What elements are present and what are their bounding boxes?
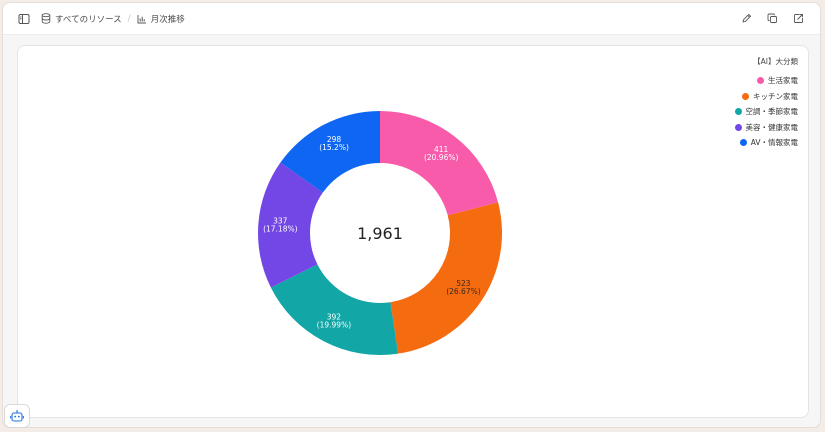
legend-label: キッチン家電 [753, 91, 798, 101]
slice-percent-label: (15.2%) [319, 143, 349, 152]
legend-label: 空調・季節家電 [745, 107, 799, 117]
chart-legend: 【AI】大分類 生活家電キッチン家電空調・季節家電 美容・健康家電 AV・情報家電 [734, 56, 799, 151]
sidebar-panel-icon[interactable] [15, 10, 33, 28]
slice-value-label: 392 [327, 313, 342, 322]
legend-title: 【AI】大分類 [753, 57, 798, 66]
copy-icon[interactable] [762, 9, 782, 29]
breadcrumb-all-resources[interactable]: すべてのリソース [41, 13, 122, 25]
legend-item[interactable]: 美容・健康家電 [734, 120, 799, 136]
legend-swatch [734, 108, 742, 116]
slice-percent-label: (17.18%) [263, 224, 298, 233]
legend-item[interactable]: 生活家電 [735, 73, 798, 89]
donut-slice[interactable] [390, 202, 502, 354]
legend-swatch [739, 139, 747, 147]
slice-value-label: 337 [273, 216, 288, 225]
donut-slice[interactable] [270, 264, 399, 355]
donut-center-total: 1,961 [357, 224, 403, 243]
slice-value-label: 298 [327, 135, 342, 144]
breadcrumb-resources-label: すべてのリソース [55, 14, 122, 25]
assistant-button[interactable] [4, 404, 30, 428]
slice-percent-label: (26.67%) [446, 287, 481, 296]
slice-percent-label: (19.99%) [317, 321, 352, 330]
donut-slice[interactable] [258, 162, 323, 288]
legend-label: AV・情報家電 [750, 138, 798, 148]
legend-swatch [742, 92, 749, 100]
legend-swatch [757, 77, 764, 85]
legend-item[interactable]: 空調・季節家電 [734, 104, 799, 120]
breadcrumb-current-label: 月次推移 [150, 14, 185, 25]
donut-slice[interactable] [280, 111, 380, 193]
export-icon[interactable] [788, 9, 808, 29]
donut-slice[interactable] [380, 111, 499, 216]
chart-card: 411 (20.96%) 523 (26.67%) 392 (19.99%) 337 (17.… [17, 45, 809, 418]
pencil-icon[interactable] [736, 9, 756, 29]
slice-value-label: 411 [434, 145, 449, 154]
slice-value-label: 523 [456, 279, 471, 288]
database-icon [41, 13, 51, 24]
slice-percent-label: (20.96%) [424, 153, 459, 162]
bar-chart-icon [137, 14, 146, 23]
top-bar: すべてのリソース / 月次推移 [3, 3, 820, 35]
robot-icon [10, 409, 24, 422]
legend-label: 美容・健康家電 [745, 122, 799, 132]
breadcrumb-current[interactable]: 月次推移 [137, 13, 185, 25]
legend-item[interactable]: AV・情報家電 [735, 135, 798, 151]
legend-swatch [734, 123, 742, 131]
legend-label: 生活家電 [768, 76, 798, 86]
breadcrumb-separator: / [127, 13, 131, 24]
app-window: すべてのリソース / 月次推移 411 (20.96%) 523 (26.67%) 39… [2, 2, 821, 428]
legend-item[interactable]: キッチン家電 [735, 89, 798, 105]
donut-chart: 411(20.96%) 523(26.67%) 392(19.99%) 337(17.… [258, 111, 502, 355]
